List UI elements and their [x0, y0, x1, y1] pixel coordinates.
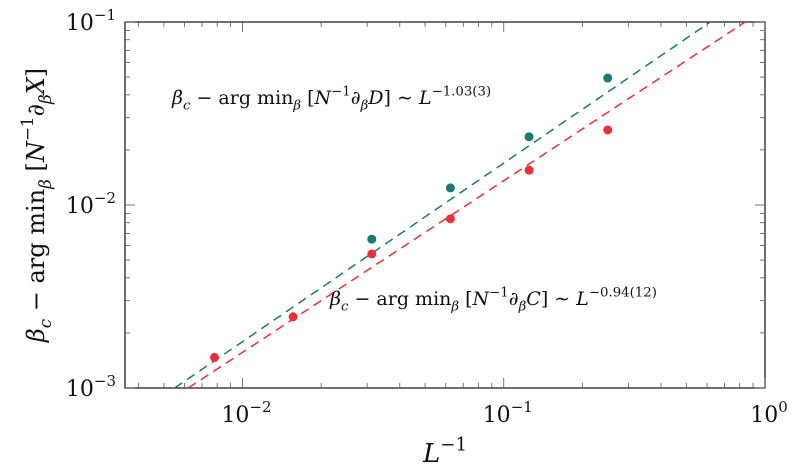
- x-tick-label: 10−1: [483, 398, 533, 428]
- label-segment: −1: [331, 84, 351, 99]
- label-segment: N: [22, 140, 50, 163]
- label-segment: β: [35, 94, 55, 105]
- label-segment: β: [22, 328, 50, 343]
- label-segment: C: [526, 288, 541, 310]
- annotation-c-fit: βc − arg minβ [N−1∂βC] ∼ L−0.94(12): [329, 285, 657, 314]
- label-segment: D: [367, 87, 383, 109]
- label-segment: N: [314, 87, 333, 109]
- label-segment: [: [301, 87, 314, 109]
- label-segment: β: [35, 179, 55, 190]
- data-point: [524, 165, 534, 175]
- y-tick-label: 10−3: [66, 372, 116, 402]
- data-point: [603, 73, 613, 83]
- annotation-d-fit: βc − arg minβ [N−1∂βD] ∼ L−1.03(3): [171, 84, 491, 113]
- label-segment: ∂: [509, 288, 519, 310]
- tick-labels: 10−2 10−1 100 10−3 10−2 10−1: [66, 6, 788, 428]
- data-point: [445, 214, 455, 224]
- fit-lines: [174, 21, 746, 389]
- data-point: [367, 234, 377, 244]
- label-segment: L: [422, 439, 440, 469]
- data-point: [445, 183, 455, 193]
- label-segment: −1: [440, 434, 467, 455]
- label-segment: [: [459, 288, 472, 310]
- label-segment: β: [171, 87, 183, 109]
- data-point: [288, 312, 298, 322]
- label-segment: − arg min: [190, 87, 293, 109]
- label-segment: X: [22, 76, 50, 96]
- y-axis-label: βc − arg minβ [N−1∂βX]: [17, 68, 55, 343]
- label-segment: −1: [17, 116, 37, 141]
- label-segment: c: [35, 318, 55, 328]
- label-segment: β: [292, 99, 301, 114]
- data-points: [209, 73, 613, 362]
- data-point: [603, 125, 613, 135]
- x-axis-label: L−1: [422, 434, 467, 469]
- label-segment: −0.94(12): [589, 285, 657, 300]
- label-segment: N: [472, 288, 491, 310]
- label-segment: ∂: [22, 104, 50, 116]
- y-tick-label: 10−1: [66, 6, 116, 36]
- label-segment: β: [450, 300, 459, 315]
- x-tick-label: 10−2: [221, 398, 271, 428]
- x-tick-label: 100: [750, 398, 788, 428]
- label-segment: β: [360, 99, 369, 114]
- label-segment: c: [341, 300, 349, 315]
- axis-ticks: [125, 21, 766, 389]
- plot-frame: [124, 21, 766, 389]
- label-segment: L: [575, 288, 589, 310]
- label-segment: −1.03(3): [432, 84, 492, 99]
- label-segment: −1: [489, 285, 509, 300]
- data-point: [209, 352, 219, 362]
- fit-line: [187, 21, 746, 389]
- data-point: [524, 132, 534, 142]
- label-segment: ∂: [351, 87, 361, 109]
- label-segment: β: [329, 288, 341, 310]
- label-segment: ]: [22, 68, 50, 77]
- label-segment: β: [518, 300, 527, 315]
- label-segment: L: [418, 87, 432, 109]
- y-tick-label: 10−2: [66, 189, 116, 219]
- fit-line: [174, 21, 711, 389]
- data-point: [367, 249, 377, 259]
- label-segment: − arg min: [348, 288, 451, 310]
- label-segment: ] ∼: [384, 87, 419, 109]
- label-segment: ] ∼: [541, 288, 576, 310]
- label-segment: [: [22, 162, 50, 179]
- label-segment: c: [183, 99, 191, 114]
- label-segment: − arg min: [22, 189, 50, 319]
